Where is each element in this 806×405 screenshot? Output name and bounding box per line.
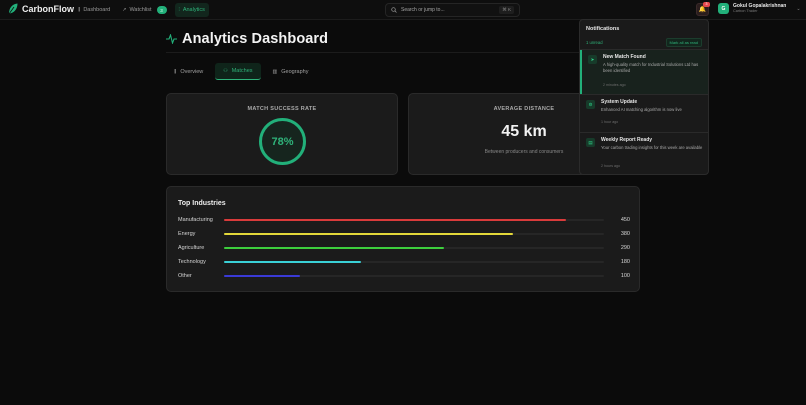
- user-name: Gokul Gopalakrishnan: [733, 2, 787, 9]
- nav-analytics[interactable]: ⫶ Analytics: [174, 3, 209, 17]
- bell-icon: 🔔: [698, 7, 707, 13]
- notification-time: 2 minutes ago: [603, 83, 626, 87]
- tab-matches[interactable]: ⚇ Matches: [215, 63, 261, 80]
- user-menu[interactable]: G Gokul Gopalakrishnan Carbon Trader ⌄: [718, 3, 801, 14]
- users-icon: ⚇: [223, 68, 228, 74]
- chart-icon: ⫶: [178, 7, 180, 13]
- industry-value: 290: [620, 245, 630, 251]
- industry-bar-track: [224, 275, 604, 277]
- search-placeholder: Search or jump to...: [401, 7, 445, 13]
- industry-label: Energy: [178, 231, 196, 237]
- industry-bar: [224, 275, 300, 277]
- top-industries-title: Top Industries: [178, 200, 226, 207]
- card-label: MATCH SUCCESS RATE: [247, 106, 317, 112]
- tab-geography-label: Geography: [281, 68, 309, 75]
- average-distance-caption: Between producers and consumers: [484, 149, 564, 155]
- analytics-tabs: ⫼ Overview ⚇ Matches ▥ Geography: [166, 63, 316, 80]
- watchlist-count-badge: 3: [156, 6, 167, 14]
- report-icon: ▤: [586, 138, 595, 147]
- divider: [580, 49, 708, 50]
- card-label: AVERAGE DISTANCE: [493, 106, 555, 112]
- notifications-panel: Notifications 1 unread Mark all as read …: [579, 19, 709, 175]
- industry-bar-track: [224, 261, 604, 263]
- industry-value: 180: [620, 259, 630, 265]
- success-rate-ring: 78%: [259, 118, 306, 165]
- notification-title: Weekly Report Ready: [601, 137, 653, 143]
- notification-item[interactable]: ⚙ System Update Enhanced AI matching alg…: [580, 95, 708, 132]
- page-title: Analytics Dashboard: [182, 31, 329, 47]
- industry-bar: [224, 261, 361, 263]
- avatar: G: [718, 3, 729, 14]
- industry-label: Other: [178, 273, 192, 279]
- industry-value: 450: [620, 217, 630, 223]
- notification-body: A high-quality match for Industrial Solu…: [603, 62, 699, 73]
- main-nav: ⫼ Dashboard ↗ Watchlist 3 ⫶ Analytics: [74, 3, 209, 17]
- divider: [580, 94, 708, 95]
- notification-time: 1 hour ago: [601, 120, 619, 124]
- leaf-logo-icon: [8, 3, 18, 15]
- notification-body: Your carbon trading insights for this we…: [601, 145, 703, 150]
- tab-overview-label: Overview: [180, 68, 204, 75]
- industry-row: Technology 180: [178, 258, 630, 266]
- bar-chart-icon: ⫼: [78, 7, 81, 13]
- search-shortcut: ⌘ K: [499, 6, 514, 14]
- nav-watchlist[interactable]: ↗ Watchlist 3: [118, 3, 170, 17]
- user-role: Carbon Trader: [733, 9, 758, 14]
- industry-label: Agriculture: [178, 245, 205, 251]
- industry-bar-track: [224, 247, 604, 249]
- industry-label: Manufacturing: [178, 217, 213, 223]
- average-distance-value: 45 km: [501, 123, 547, 140]
- top-industries-card: Top Industries Manufacturing 450 Energy 380…: [166, 186, 640, 292]
- gear-icon: ⚙: [586, 100, 595, 109]
- notification-time: 2 hours ago: [601, 164, 620, 168]
- industry-bar-track: [224, 233, 604, 235]
- industry-bar: [224, 219, 566, 221]
- notification-title: New Match Found: [603, 54, 646, 60]
- notification-item[interactable]: ➤ New Match Found A high-quality match f…: [580, 50, 708, 94]
- industry-value: 380: [620, 231, 630, 237]
- notifications-button[interactable]: 🔔 3: [696, 2, 710, 16]
- industry-row: Other 100: [178, 272, 630, 280]
- app-name: CarbonFlow: [22, 4, 74, 14]
- notification-body: Enhanced AI matching algorithm is now li…: [601, 107, 682, 112]
- industry-value: 100: [620, 273, 630, 279]
- unread-count: 1 unread: [586, 40, 603, 45]
- trend-icon: ↗: [122, 7, 127, 13]
- chevron-down-icon: ⌄: [796, 5, 801, 12]
- search-input[interactable]: Search or jump to... ⌘ K: [385, 3, 520, 17]
- brand[interactable]: CarbonFlow: [8, 3, 74, 15]
- activity-icon: [166, 34, 177, 44]
- map-icon: ▥: [272, 68, 278, 75]
- industry-bar-track: [224, 219, 604, 221]
- match-success-rate-card: MATCH SUCCESS RATE 78%: [166, 93, 398, 175]
- notification-count-badge: 3: [703, 2, 710, 7]
- top-navigation-bar: CarbonFlow ⫼ Dashboard ↗ Watchlist 3 ⫶ A…: [0, 0, 806, 20]
- notification-item[interactable]: ▤ Weekly Report Ready Your carbon tradin…: [580, 133, 708, 174]
- nav-dashboard-label: Dashboard: [83, 7, 111, 13]
- tab-overview[interactable]: ⫼ Overview: [166, 63, 211, 80]
- industry-label: Technology: [178, 259, 206, 265]
- tab-matches-label: Matches: [231, 68, 253, 74]
- bar-chart-icon: ⫼: [174, 68, 177, 75]
- send-icon: ➤: [588, 55, 597, 64]
- page-header: Analytics Dashboard: [166, 31, 328, 47]
- divider: [580, 132, 708, 133]
- notifications-title: Notifications: [586, 26, 620, 32]
- nav-dashboard[interactable]: ⫼ Dashboard: [74, 3, 114, 17]
- industry-row: Agriculture 290: [178, 244, 630, 252]
- nav-analytics-label: Analytics: [182, 7, 205, 13]
- industry-bar: [224, 247, 445, 249]
- notification-title: System Update: [601, 99, 638, 105]
- industry-row: Manufacturing 450: [178, 216, 630, 224]
- nav-watchlist-label: Watchlist: [129, 7, 152, 13]
- industry-row: Energy 380: [178, 230, 630, 238]
- tab-geography[interactable]: ▥ Geography: [265, 63, 317, 80]
- success-rate-value: 78%: [271, 135, 294, 148]
- search-icon: [391, 7, 397, 13]
- mark-all-read-button[interactable]: Mark all as read: [665, 38, 702, 47]
- divider: [166, 52, 640, 53]
- industry-bar: [224, 233, 513, 235]
